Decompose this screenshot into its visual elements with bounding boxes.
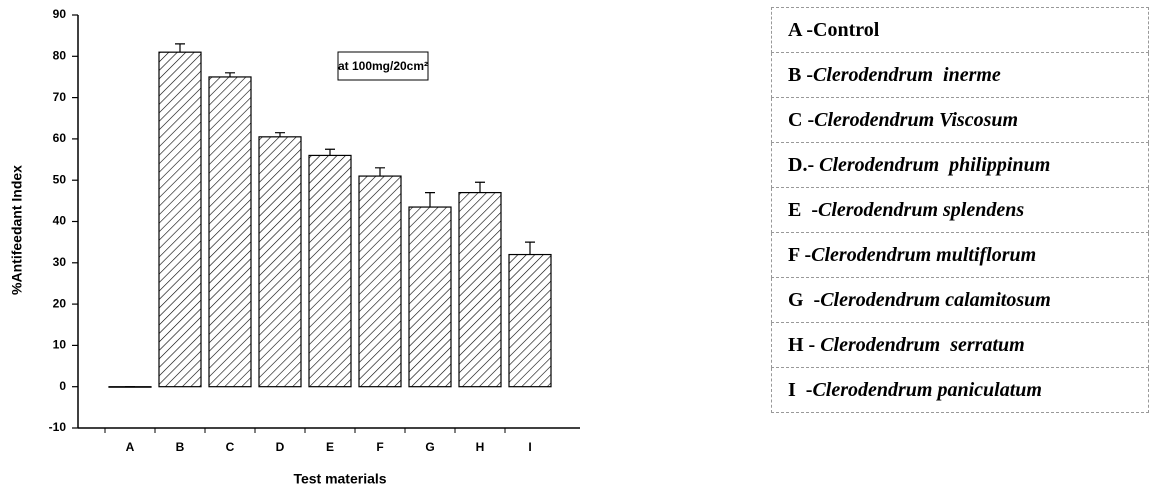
bar [158, 51, 202, 388]
key-name: Clerodendrum calamitosum [820, 288, 1051, 311]
x-axis-label: Test materials [293, 471, 386, 487]
error-bar [225, 72, 235, 77]
error-bar [275, 132, 285, 137]
key-name: Clerodendrum inerme [813, 63, 1001, 86]
x-tick-label: C [226, 440, 235, 454]
key-letter: C - [788, 108, 815, 131]
error-bar [375, 167, 385, 177]
key-row: F -Clerodendrum multiflorum [771, 232, 1149, 278]
y-tick-label: 70 [53, 90, 67, 104]
x-tick-label: G [425, 440, 434, 454]
key-cell: F -Clerodendrum multiflorum [771, 232, 1149, 278]
key-row: D.- Clerodendrum philippinum [771, 142, 1149, 188]
key-name: Clerodendrum serratum [820, 333, 1025, 356]
key-row: H - Clerodendrum serratum [771, 322, 1149, 368]
key-name: Clerodendrum paniculatum [812, 378, 1042, 401]
key-cell: G -Clerodendrum calamitosum [771, 277, 1149, 323]
y-tick-label: 90 [53, 7, 67, 21]
error-bar [175, 43, 185, 53]
key-letter: A - [788, 18, 813, 41]
bar [258, 136, 302, 388]
key-name: Clerodendrum multiflorum [811, 243, 1037, 266]
bar [408, 206, 452, 388]
key-letter: G - [788, 288, 821, 311]
y-tick-label: 10 [53, 338, 67, 352]
key-letter: H - [788, 333, 821, 356]
key-cell: I -Clerodendrum paniculatum [771, 367, 1149, 413]
key-letter: B - [788, 63, 813, 86]
bar [208, 76, 252, 388]
y-tick-label: 20 [53, 296, 67, 310]
key-row: G -Clerodendrum calamitosum [771, 277, 1149, 323]
error-bar [475, 181, 485, 193]
key-row: A -Control [771, 7, 1149, 53]
key-name: Control [813, 18, 880, 41]
y-tick-label: 40 [53, 214, 67, 228]
x-tick-label: E [326, 440, 334, 454]
y-tick-label: 60 [53, 131, 67, 145]
key-row: E -Clerodendrum splendens [771, 187, 1149, 233]
key-cell: A -Control [771, 7, 1149, 53]
key-letter: D.- [788, 153, 820, 176]
key-row: B -Clerodendrum inerme [771, 52, 1149, 98]
y-axis-label: %Antifeedant Index [9, 165, 25, 295]
y-tick-label: 80 [53, 48, 67, 62]
y-tick-label: 0 [59, 379, 66, 393]
annotation: at 100mg/20cm² [338, 59, 428, 73]
key-cell: C -Clerodendrum Viscosum [771, 97, 1149, 143]
x-tick-label: A [126, 440, 135, 454]
y-tick-label: -10 [49, 420, 67, 434]
key-table: A -Control B -Clerodendrum inerme C -Clero… [771, 7, 1149, 413]
annotation-box [337, 51, 429, 81]
chart: Test materials %Antifeedant Index at 100… [9, 7, 580, 487]
y-tick-label: 30 [53, 255, 67, 269]
bar [458, 191, 502, 388]
key-name: Clerodendrum philippinum [819, 153, 1051, 176]
key-row: I -Clerodendrum paniculatum [771, 367, 1149, 413]
bar [308, 154, 352, 388]
key-cell: H - Clerodendrum serratum [771, 322, 1149, 368]
error-bar [325, 148, 335, 156]
x-tick-label: I [528, 440, 531, 454]
x-tick-label: H [476, 440, 485, 454]
error-bar [525, 241, 535, 255]
error-bar [425, 191, 435, 208]
x-tick-label: D [276, 440, 285, 454]
bar [508, 253, 552, 388]
x-tick-label: B [176, 440, 185, 454]
key-name: Clerodendrum splendens [818, 198, 1025, 221]
key-cell: D.- Clerodendrum philippinum [771, 142, 1149, 188]
y-tick-label: 50 [53, 172, 67, 186]
key-cell: E -Clerodendrum splendens [771, 187, 1149, 233]
key-letter: F - [788, 243, 812, 266]
key-letter: I - [788, 378, 813, 401]
x-tick-label: F [376, 440, 383, 454]
bar [358, 175, 402, 388]
key-row: C -Clerodendrum Viscosum [771, 97, 1149, 143]
key-cell: B -Clerodendrum inerme [771, 52, 1149, 98]
key-letter: E - [788, 198, 818, 221]
key-name: Clerodendrum Viscosum [814, 108, 1019, 131]
